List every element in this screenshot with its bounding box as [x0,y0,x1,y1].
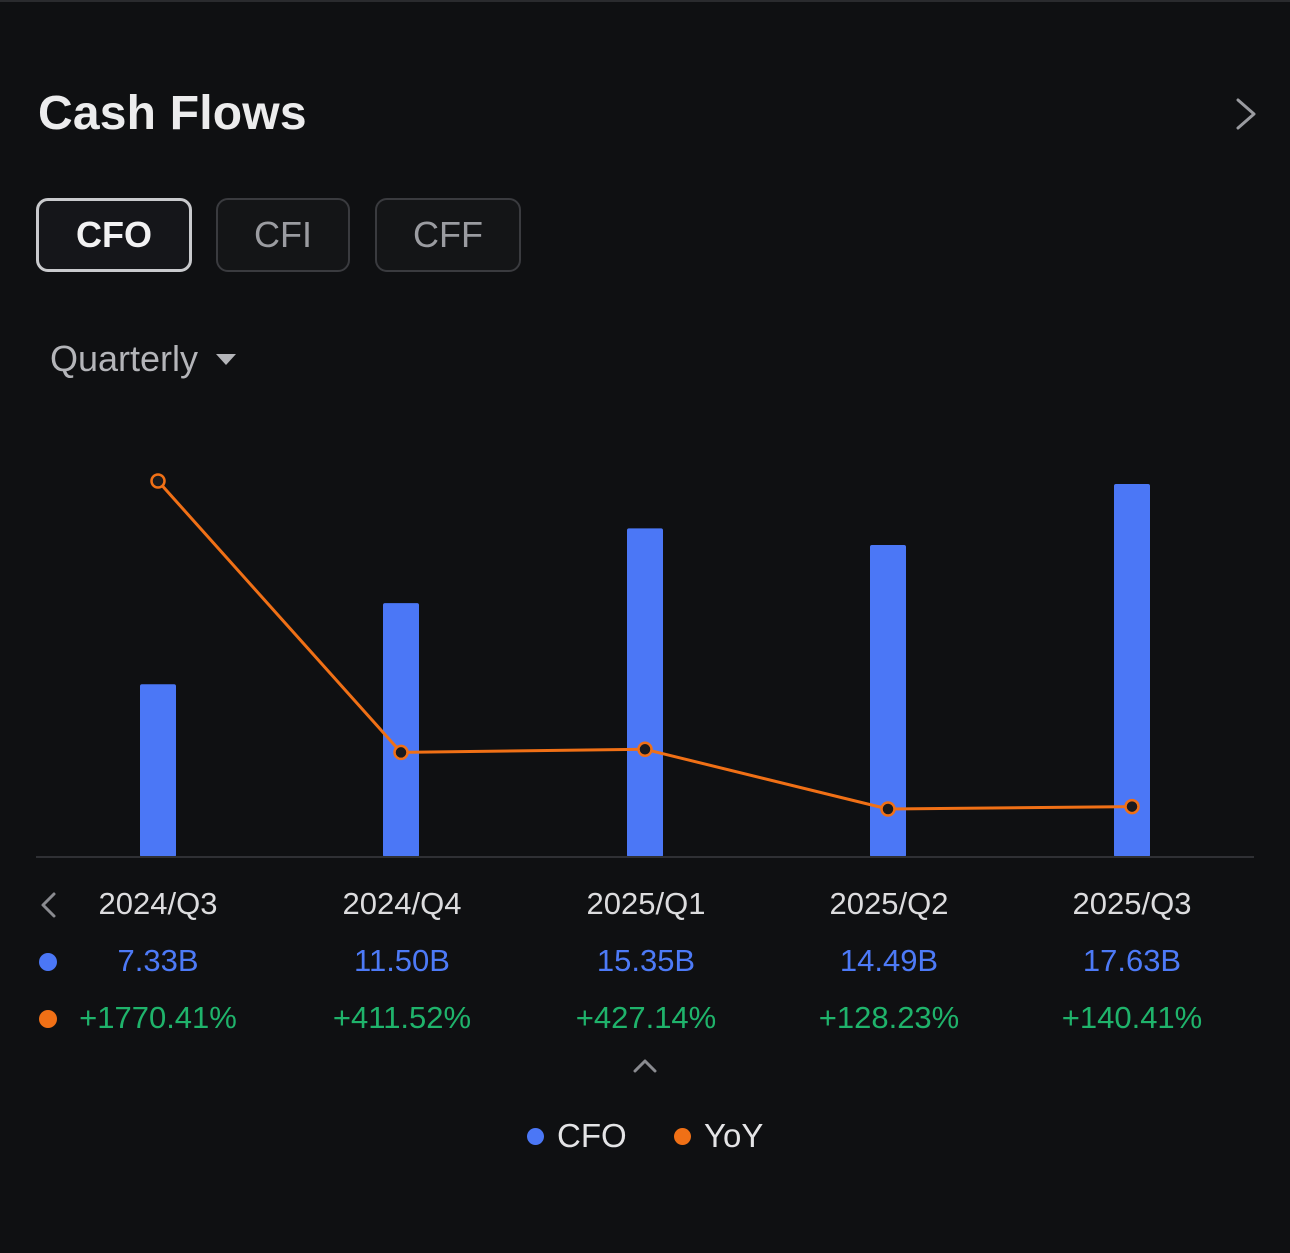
tab-cfi[interactable]: CFI [216,198,350,272]
chevron-up-icon[interactable] [630,1054,660,1076]
top-divider [0,0,1290,2]
chevron-right-icon[interactable] [1228,96,1264,132]
yoy-value-label: +1770.41% [79,1000,237,1035]
cfo-series-dot [39,953,57,971]
category-label: 2024/Q3 [98,886,218,921]
yoy-line-layer [150,473,1140,817]
period-dropdown[interactable]: Quarterly [50,338,238,380]
category-label: 2024/Q4 [342,886,462,921]
legend-label-cfo: CFO [557,1117,627,1154]
cfo-bar[interactable] [140,684,176,857]
cfo-value-label: 11.50B [354,943,450,978]
cfo-value-label: 7.33B [117,943,199,978]
cfo-value-label: 15.35B [596,943,696,978]
legend-item-cfo[interactable]: CFO [527,1112,627,1160]
yoy-point[interactable] [880,801,896,817]
legend-label-yoy: YoY [704,1117,764,1154]
cfo-value-label: 17.63B [1082,943,1182,978]
tab-cfo-label: CFO [76,214,152,255]
cfo-bar[interactable] [627,528,663,857]
yoy-point[interactable] [637,741,653,758]
cfo-bar[interactable] [1114,484,1150,857]
cfo-value-label: 14.49B [839,943,939,978]
page-title: Cash Flows [38,87,307,140]
caret-down-icon [216,354,237,365]
category-label: 2025/Q1 [586,886,706,921]
tab-cfo[interactable]: CFO [36,198,192,272]
category-label: 2025/Q3 [1072,886,1192,921]
chevron-left-icon[interactable] [34,888,62,922]
legend-dot-yoy [674,1127,691,1145]
cash-flow-chart [36,473,1254,858]
cfo-value-row: 7.33B 11.50B 15.35B 14.49B 17.63B [0,937,1290,985]
legend-dot-cfo [527,1127,544,1145]
yoy-value-label: +140.41% [1061,1000,1203,1035]
period-label: Quarterly [50,338,199,379]
yoy-value-label: +411.52% [332,1000,472,1035]
yoy-point[interactable] [393,744,409,761]
yoy-value-row: +1770.41% +411.52% +427.14% +128.23% +14… [0,994,1290,1042]
yoy-value-label: +427.14% [575,1000,717,1035]
tab-cff-label: CFF [413,214,483,255]
chart-legend: CFO YoY [0,1112,1290,1160]
tab-cfi-label: CFI [254,214,312,255]
bars-layer [140,484,1150,857]
tab-cff[interactable]: CFF [375,198,521,272]
cfo-bar[interactable] [870,545,906,857]
yoy-value-label: +128.23% [818,1000,960,1035]
cfo-bar[interactable] [383,603,419,857]
yoy-point[interactable] [150,473,166,489]
yoy-series-dot [39,1010,57,1028]
legend-item-yoy[interactable]: YoY [674,1112,763,1160]
category-row: 2024/Q3 2024/Q4 2025/Q1 2025/Q2 2025/Q3 [0,880,1290,928]
yoy-point[interactable] [1124,798,1140,815]
category-label: 2025/Q2 [829,886,949,921]
